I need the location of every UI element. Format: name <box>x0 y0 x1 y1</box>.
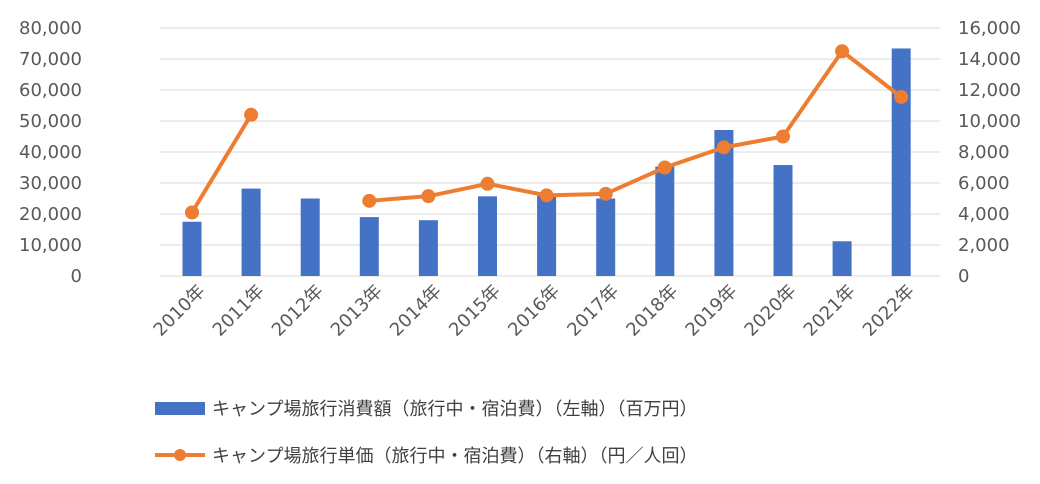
line-point <box>776 129 790 144</box>
x-axis-tick-label: 2018年 <box>622 281 682 341</box>
x-axis-tick-label: 2015年 <box>445 281 505 341</box>
x-axis-tick-label: 2022年 <box>859 281 919 341</box>
right-axis-tick-label: 4,000 <box>958 204 1010 225</box>
line-point <box>894 89 909 104</box>
bar <box>891 48 911 277</box>
line-point <box>362 193 377 208</box>
legend-swatch-unit-price-marker <box>174 449 186 461</box>
x-axis-tick-label: 2010年 <box>150 281 210 341</box>
left-axis-tick-label: 50,000 <box>19 111 82 132</box>
gridlines <box>160 27 940 277</box>
right-axis-tick-label: 16,000 <box>958 18 1021 39</box>
right-axis-tick-label: 10,000 <box>958 111 1021 132</box>
bar <box>714 129 734 276</box>
left-axis-tick-label: 30,000 <box>19 173 82 194</box>
line-point <box>185 205 199 220</box>
legend-label-unit-price: キャンプ場旅行単価（旅行中・宿泊費）（右軸）（円／人回） <box>212 446 697 467</box>
x-axis-tick-label: 2020年 <box>741 281 801 341</box>
right-axis-tick-label: 2,000 <box>958 235 1010 256</box>
right-axis-tick-label: 12,000 <box>958 80 1021 101</box>
line-path <box>190 113 253 214</box>
legend: キャンプ場旅行消費額（旅行中・宿泊費）（左軸）（百万円） キャンプ場旅行単価（旅… <box>155 399 697 467</box>
right-axis-tick-label: 6,000 <box>958 173 1010 194</box>
bar-series <box>182 48 911 277</box>
bar <box>537 195 557 276</box>
x-axis-tick-label: 2014年 <box>386 281 446 341</box>
left-axis-tick-label: 80,000 <box>19 18 82 39</box>
line-point <box>480 176 495 191</box>
bar <box>418 220 438 276</box>
x-axis-tick-label: 2021年 <box>800 281 860 341</box>
line-point <box>657 160 672 175</box>
left-axis-tick-label: 10,000 <box>19 235 82 256</box>
bar <box>182 221 202 276</box>
legend-swatch-consumption <box>155 402 205 415</box>
x-axis-tick-label: 2013年 <box>327 281 387 341</box>
left-axis-tick-label: 20,000 <box>19 204 82 225</box>
x-axis-tick-label: 2012年 <box>268 281 328 341</box>
line-point <box>835 44 850 59</box>
right-axis: 0 2,000 4,000 6,000 8,000 10,000 12,000 14,000 1… <box>958 18 1021 287</box>
line-point <box>598 186 613 201</box>
line-point <box>539 188 554 203</box>
bar <box>832 241 852 276</box>
bar <box>596 198 616 276</box>
x-axis-tick-label: 2011年 <box>209 281 269 341</box>
right-axis-tick-label: 14,000 <box>958 49 1021 70</box>
left-axis-tick-label: 0 <box>71 266 82 287</box>
left-axis-tick-label: 60,000 <box>19 80 82 101</box>
bar <box>241 188 261 276</box>
x-axis-tick-label: 2017年 <box>563 281 623 341</box>
left-axis: 0 10,000 20,000 30,000 40,000 50,000 60,000 70,… <box>19 18 82 287</box>
x-axis: 2010年 2011年 2012年 2013年 2014年 2015年 2016年 2017年… <box>150 281 919 341</box>
line-point <box>716 140 731 155</box>
line-series <box>185 44 909 220</box>
x-axis-tick-label: 2019年 <box>681 281 741 341</box>
left-axis-tick-label: 70,000 <box>19 49 82 70</box>
line-point <box>421 189 436 204</box>
bar <box>773 165 793 276</box>
x-axis-tick-label: 2016年 <box>504 281 564 341</box>
line-path <box>369 49 903 203</box>
bar <box>655 166 675 276</box>
bar <box>359 217 379 276</box>
legend-label-consumption: キャンプ場旅行消費額（旅行中・宿泊費）（左軸）（百万円） <box>212 399 697 420</box>
right-axis-tick-label: 8,000 <box>958 142 1010 163</box>
line-point <box>244 107 259 122</box>
left-axis-tick-label: 40,000 <box>19 142 82 163</box>
bar <box>478 196 497 276</box>
bar <box>300 198 320 276</box>
right-axis-tick-label: 0 <box>958 266 969 287</box>
